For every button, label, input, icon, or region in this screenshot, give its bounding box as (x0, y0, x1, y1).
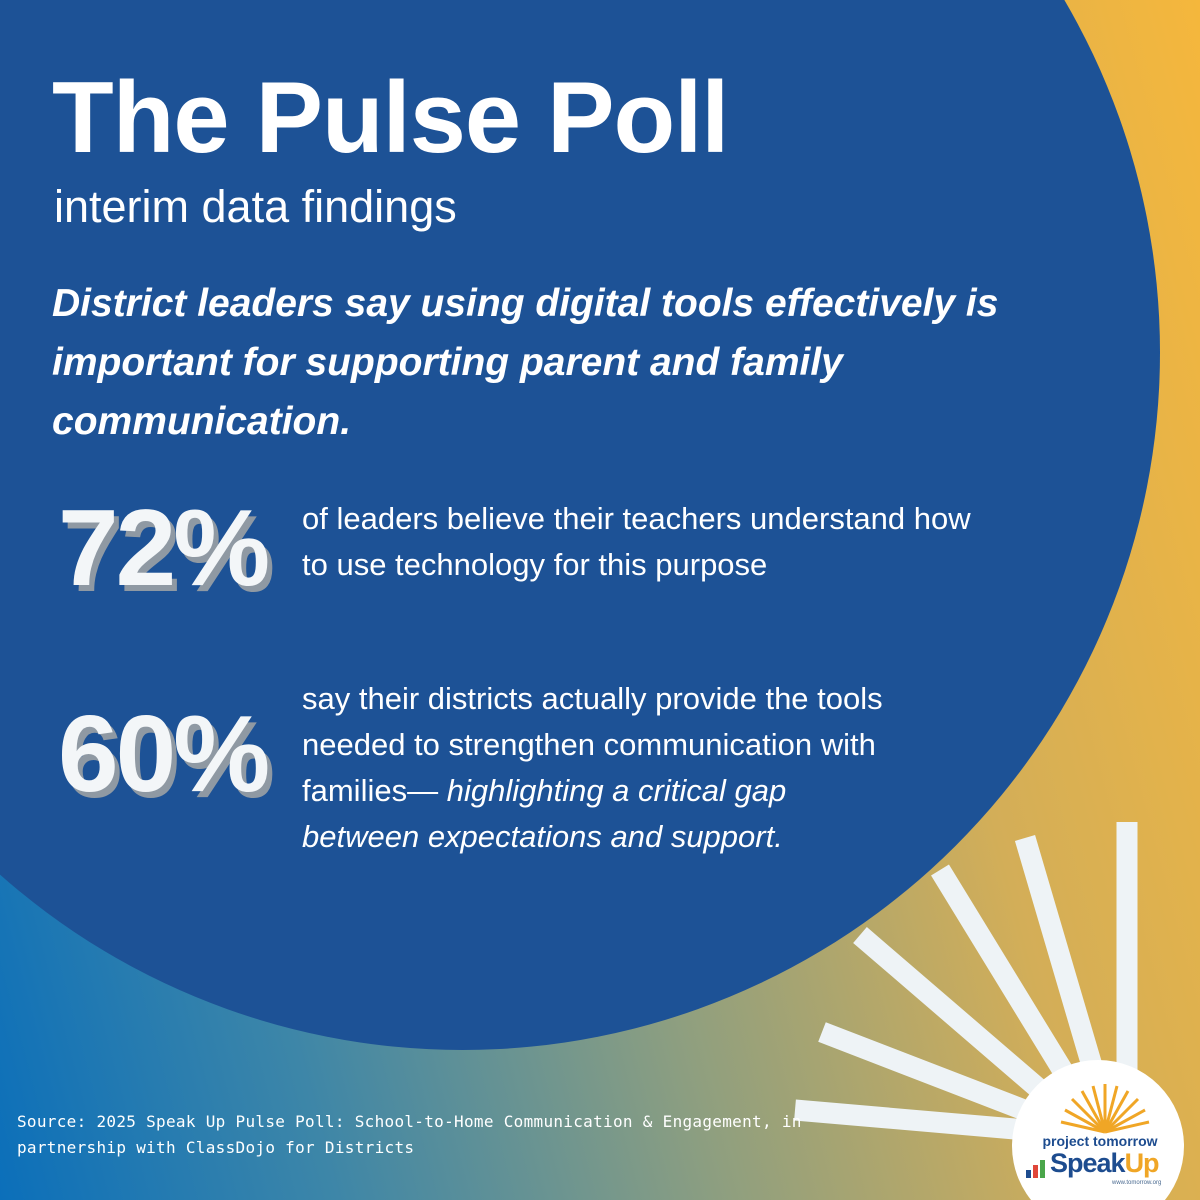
stat-number: 72% (58, 487, 270, 609)
stat-text: of leaders believe their teachers unders… (302, 501, 971, 582)
stat-number: 60% (58, 693, 270, 815)
page-subtitle: interim data findings (54, 181, 457, 232)
bar-chart-logo-icon (1026, 1160, 1045, 1178)
logo-up-text: Up (1124, 1148, 1160, 1178)
sun-logo-icon (1060, 1084, 1150, 1134)
source-citation: Source: 2025 Speak Up Pulse Poll: School… (17, 1112, 802, 1157)
page-title: The Pulse Poll (52, 62, 729, 174)
headline: District leaders say using digital tools… (52, 282, 999, 443)
stat-text: say their districts actually provide the… (302, 681, 883, 808)
logo-url: www.tomorrow.org (1112, 1180, 1162, 1186)
logo-speakup: SpeakUp (1050, 1148, 1160, 1179)
stat-emphasis-text: highlighting a critical gap between expe… (302, 773, 787, 854)
stat-description: say their districts actually provide the… (302, 676, 912, 860)
logo-project-tomorrow: project tomorrow (1042, 1133, 1158, 1149)
sunburst-ray (794, 1099, 1051, 1143)
stat-description: of leaders believe their teachers unders… (302, 496, 1002, 588)
logo-speak-text: Speak (1050, 1148, 1126, 1178)
